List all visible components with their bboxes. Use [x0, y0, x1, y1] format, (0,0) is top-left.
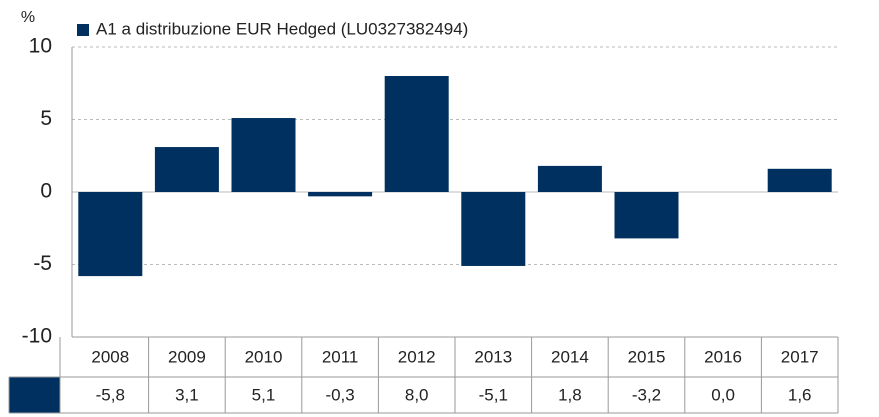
y-tick-label: 10	[29, 35, 52, 58]
bar	[78, 192, 143, 277]
value-label: 0,0	[711, 385, 735, 404]
value-label: 8,0	[405, 385, 429, 404]
bar	[154, 147, 219, 192]
bar	[461, 192, 526, 266]
value-label: -5,8	[96, 385, 125, 404]
x-tick-label: 2015	[628, 347, 666, 366]
y-tick-label: 0	[40, 180, 52, 203]
x-tick-label: 2012	[398, 347, 436, 366]
bar	[614, 192, 679, 239]
legend-label: A1 a distribuzione EUR Hedged (LU0327382…	[96, 19, 468, 38]
x-tick-label: 2011	[322, 347, 359, 366]
y-tick-label: -5	[33, 252, 52, 275]
value-label: -0,3	[325, 385, 354, 404]
value-label: 3,1	[175, 385, 199, 404]
bar	[537, 165, 602, 192]
x-tick-label: 2010	[245, 347, 283, 366]
value-label: -5,1	[479, 385, 508, 404]
value-label: -3,2	[632, 385, 661, 404]
y-tick-label: -10	[22, 325, 52, 348]
x-tick-label: 2016	[704, 347, 742, 366]
y-axis-label: %	[21, 9, 35, 26]
legend-swatch	[77, 24, 89, 36]
value-label: 1,8	[558, 385, 582, 404]
x-tick-label: 2014	[551, 347, 589, 366]
bar	[384, 76, 449, 192]
x-tick-label: 2017	[781, 347, 819, 366]
bar	[231, 118, 296, 192]
bar	[767, 168, 832, 192]
x-tick-label: 2013	[474, 347, 512, 366]
value-label: 5,1	[252, 385, 276, 404]
x-tick-label: 2009	[168, 347, 206, 366]
y-tick-label: 5	[40, 107, 52, 130]
x-tick-label: 2008	[91, 347, 129, 366]
value-label: 1,6	[788, 385, 812, 404]
bar	[308, 192, 373, 197]
table-swatch	[9, 377, 60, 413]
